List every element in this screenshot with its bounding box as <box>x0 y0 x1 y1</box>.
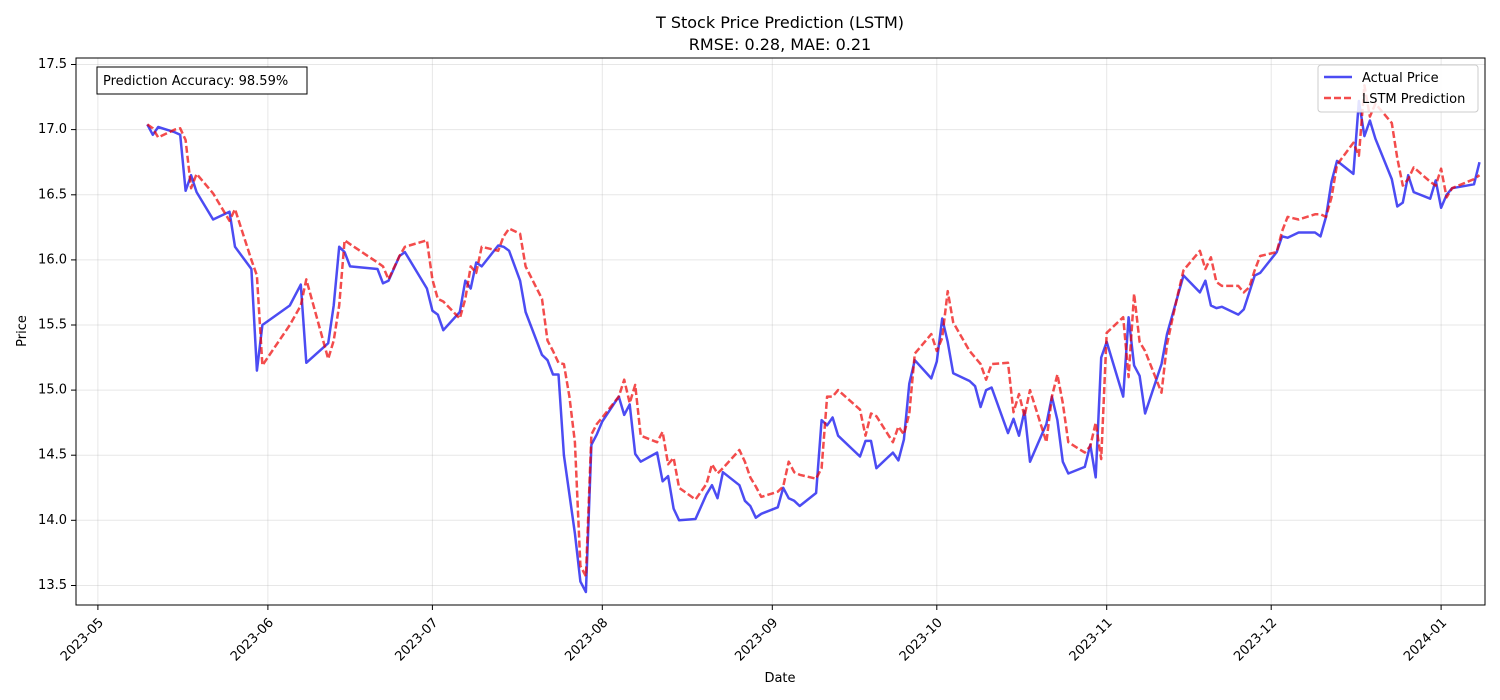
y-tick-label: 16.0 <box>38 252 67 267</box>
chart-subtitle: RMSE: 0.28, MAE: 0.21 <box>689 35 871 54</box>
annotation-text: Prediction Accuracy: 98.59% <box>103 74 288 89</box>
y-tick-label: 15.0 <box>38 383 67 398</box>
x-axis-title: Date <box>764 671 795 686</box>
grid <box>76 58 1485 605</box>
legend-actual-label: Actual Price <box>1362 71 1439 86</box>
y-tick-label: 15.5 <box>38 318 67 333</box>
actual-price-line <box>146 99 1481 594</box>
series-group <box>146 84 1481 594</box>
legend: Actual Price LSTM Prediction <box>1317 64 1479 113</box>
legend-prediction-label: LSTM Prediction <box>1362 92 1465 107</box>
y-tick-label: 14.5 <box>38 448 67 463</box>
chart-title: T Stock Price Prediction (LSTM) <box>655 13 904 32</box>
y-tick-label: 16.5 <box>38 187 67 202</box>
accuracy-annotation: Prediction Accuracy: 98.59% <box>96 66 308 95</box>
y-axis-title: Price <box>15 315 30 347</box>
y-tick-label: 17.0 <box>38 122 67 137</box>
y-axis: 13.5 14.0 14.5 15.0 15.5 16.0 16.5 17.0 17.5 <box>38 57 76 593</box>
annotation-box <box>96 66 308 95</box>
y-tick-label: 17.5 <box>38 57 67 72</box>
lstm-prediction-line <box>146 84 1481 578</box>
y-tick-label: 14.0 <box>38 513 67 528</box>
y-tick-label: 13.5 <box>38 578 67 593</box>
legend-box <box>1317 64 1479 113</box>
plot-frame <box>75 57 1486 606</box>
